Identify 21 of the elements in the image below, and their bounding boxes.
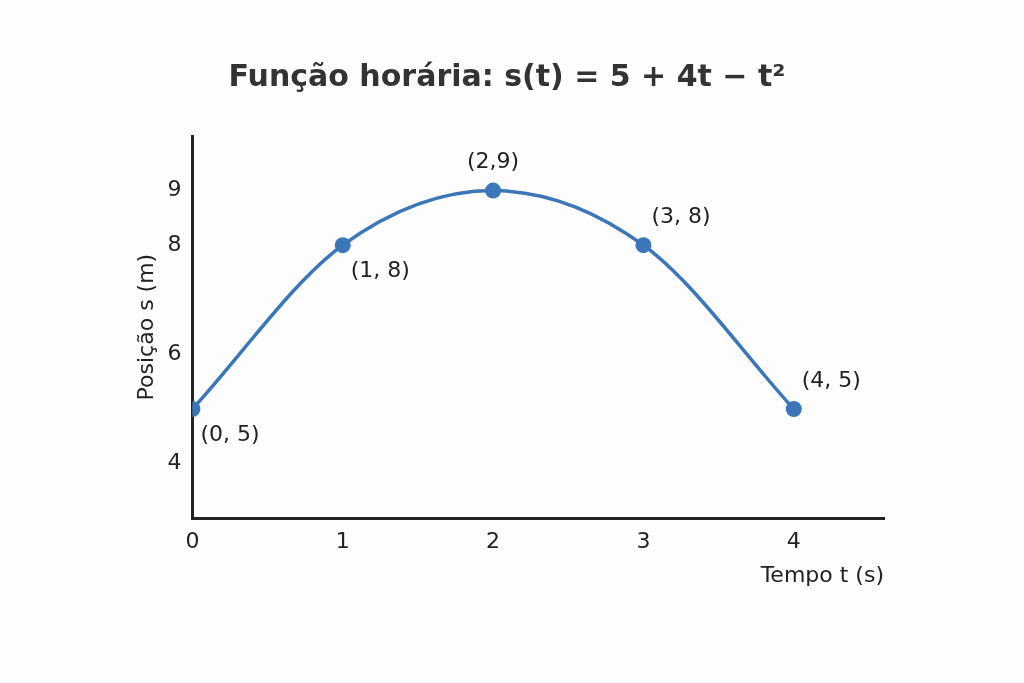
annotation: (4, 5) — [801, 366, 861, 392]
x-tick-label: 4 — [786, 528, 801, 554]
point — [635, 237, 652, 254]
y-tick-label: 6 — [167, 340, 182, 366]
x-tick-label: 1 — [335, 528, 350, 554]
x-tick-label: 0 — [185, 528, 200, 554]
x-tick-label: 3 — [636, 528, 651, 554]
y-tick-label: 9 — [167, 176, 182, 202]
point — [785, 401, 802, 417]
annotation: (1, 8) — [350, 256, 410, 282]
chart-title: Função horária: s(t) = 5 + 4t − t² — [228, 57, 786, 93]
point — [485, 182, 502, 199]
annotation: (0, 5) — [200, 420, 260, 446]
annotation: (3, 8) — [651, 202, 711, 228]
y-axis-title: Posição s (m) — [132, 253, 158, 401]
x-axis-title: Tempo t (s) — [759, 561, 884, 587]
point — [334, 237, 351, 254]
y-tick-label: 8 — [167, 230, 182, 256]
annotation: (2,9) — [467, 148, 520, 174]
x-tick-label: 2 — [486, 528, 501, 554]
y-tick-label: 4 — [167, 449, 182, 475]
